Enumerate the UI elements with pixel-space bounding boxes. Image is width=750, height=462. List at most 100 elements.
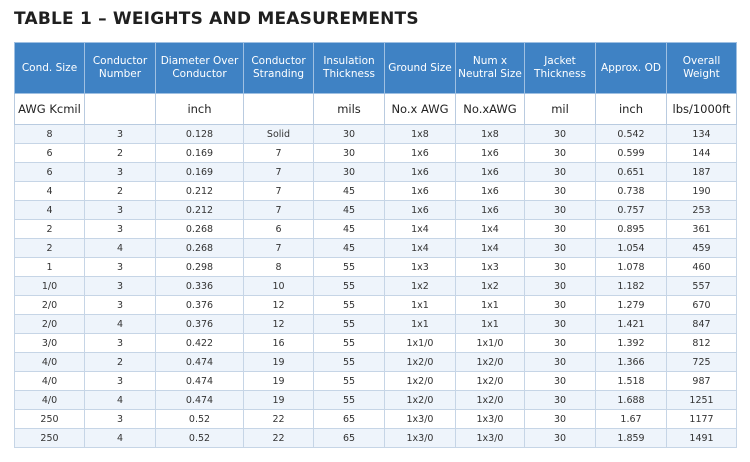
- data-cell: 0.336: [155, 276, 244, 296]
- title: TABLE 1 – WEIGHTS AND MEASUREMENTS: [14, 9, 419, 29]
- data-cell: 6: [14, 143, 85, 163]
- data-cell: 30: [524, 143, 596, 163]
- header-cell: Conductor Number: [84, 42, 156, 94]
- data-cell: 1x1/0: [384, 333, 456, 353]
- data-cell: 3/0: [14, 333, 85, 353]
- data-cell: 0.169: [155, 162, 244, 182]
- data-cell: 3: [84, 333, 156, 353]
- data-cell: 1x2/0: [384, 390, 456, 410]
- data-cell: 7: [243, 181, 314, 201]
- data-cell: 7: [243, 238, 314, 258]
- data-cell: 55: [313, 371, 385, 391]
- data-cell: 3: [84, 124, 156, 144]
- data-cell: Solid: [243, 124, 314, 144]
- data-row: 6 2 0.169 7 30 1x6 1x6 30 0.599 144: [14, 143, 737, 163]
- data-cell: 0.52: [155, 409, 244, 429]
- data-cell: 7: [243, 200, 314, 220]
- data-cell: 1x1/0: [455, 333, 525, 353]
- data-cell: 0.212: [155, 200, 244, 220]
- data-cell: 812: [666, 333, 737, 353]
- data-cell: 0.268: [155, 238, 244, 258]
- data-row: 2 4 0.268 7 45 1x4 1x4 30 1.054 459: [14, 238, 737, 258]
- unit-cell: inch: [595, 93, 667, 125]
- data-cell: 1x6: [455, 181, 525, 201]
- data-cell: 1x2/0: [455, 352, 525, 372]
- data-cell: 30: [524, 124, 596, 144]
- data-cell: 65: [313, 409, 385, 429]
- data-cell: 30: [524, 409, 596, 429]
- data-cell: 459: [666, 238, 737, 258]
- data-cell: 187: [666, 162, 737, 182]
- data-cell: 1x4: [455, 238, 525, 258]
- data-cell: 30: [524, 200, 596, 220]
- data-cell: 1177: [666, 409, 737, 429]
- data-cell: 30: [313, 124, 385, 144]
- data-cell: 250: [14, 409, 85, 429]
- data-cell: 1491: [666, 428, 737, 448]
- data-cell: 4: [14, 200, 85, 220]
- data-cell: 1x6: [384, 200, 456, 220]
- unit-cell: inch: [155, 93, 244, 125]
- data-row: 250 3 0.52 22 65 1x3/0 1x3/0 30 1.67 1177: [14, 409, 737, 429]
- data-cell: 30: [524, 371, 596, 391]
- header-cell: Ground Size: [384, 42, 456, 94]
- unit-cell: No.x AWG: [384, 93, 456, 125]
- data-cell: 1.366: [595, 352, 667, 372]
- data-cell: 8: [14, 124, 85, 144]
- data-cell: 1x6: [384, 162, 456, 182]
- data-cell: 144: [666, 143, 737, 163]
- data-cell: 1x1: [384, 295, 456, 315]
- data-cell: 12: [243, 295, 314, 315]
- data-cell: 1.421: [595, 314, 667, 334]
- header-row: Cond. Size Conductor Number Diameter Over …: [14, 42, 737, 94]
- data-cell: 1x1: [455, 295, 525, 315]
- data-cell: 55: [313, 352, 385, 372]
- data-cell: 30: [524, 219, 596, 239]
- data-cell: 1x3: [455, 257, 525, 277]
- data-row: 8 3 0.128 Solid 30 1x8 1x8 30 0.542 134: [14, 124, 737, 144]
- data-cell: 4: [84, 314, 156, 334]
- data-cell: 460: [666, 257, 737, 277]
- data-cell: 253: [666, 200, 737, 220]
- data-cell: 4: [14, 181, 85, 201]
- data-cell: 12: [243, 314, 314, 334]
- data-cell: 4: [84, 390, 156, 410]
- data-cell: 725: [666, 352, 737, 372]
- data-cell: 987: [666, 371, 737, 391]
- data-cell: 0.169: [155, 143, 244, 163]
- data-cell: 6: [14, 162, 85, 182]
- data-cell: 45: [313, 219, 385, 239]
- data-cell: 1x4: [455, 219, 525, 239]
- data-cell: 1251: [666, 390, 737, 410]
- data-cell: 250: [14, 428, 85, 448]
- data-cell: 1x4: [384, 219, 456, 239]
- data-cell: 3: [84, 200, 156, 220]
- data-cell: 0.298: [155, 257, 244, 277]
- data-row: 4/0 2 0.474 19 55 1x2/0 1x2/0 30 1.366 725: [14, 352, 737, 372]
- data-cell: 0.376: [155, 314, 244, 334]
- data-cell: 0.542: [595, 124, 667, 144]
- data-cell: 1x3/0: [384, 428, 456, 448]
- data-cell: 1x2/0: [384, 371, 456, 391]
- data-cell: 3: [84, 162, 156, 182]
- header-cell: Diameter Over Conductor: [155, 42, 244, 94]
- unit-cell: AWG Kcmil: [14, 93, 85, 125]
- data-cell: 22: [243, 409, 314, 429]
- data-cell: 1x8: [455, 124, 525, 144]
- data-cell: 1.67: [595, 409, 667, 429]
- data-cell: 2: [14, 238, 85, 258]
- data-cell: 0.757: [595, 200, 667, 220]
- data-cell: 30: [524, 352, 596, 372]
- data-cell: 1x2: [384, 276, 456, 296]
- data-cell: 670: [666, 295, 737, 315]
- data-cell: 19: [243, 352, 314, 372]
- data-cell: 1.279: [595, 295, 667, 315]
- weights-table: Cond. Size Conductor Number Diameter Over …: [14, 42, 737, 448]
- data-cell: 22: [243, 428, 314, 448]
- data-cell: 30: [524, 238, 596, 258]
- data-cell: 2/0: [14, 314, 85, 334]
- data-row: 1/0 3 0.336 10 55 1x2 1x2 30 1.182 557: [14, 276, 737, 296]
- data-cell: 0.376: [155, 295, 244, 315]
- data-cell: 1x3/0: [455, 428, 525, 448]
- data-cell: 0.52: [155, 428, 244, 448]
